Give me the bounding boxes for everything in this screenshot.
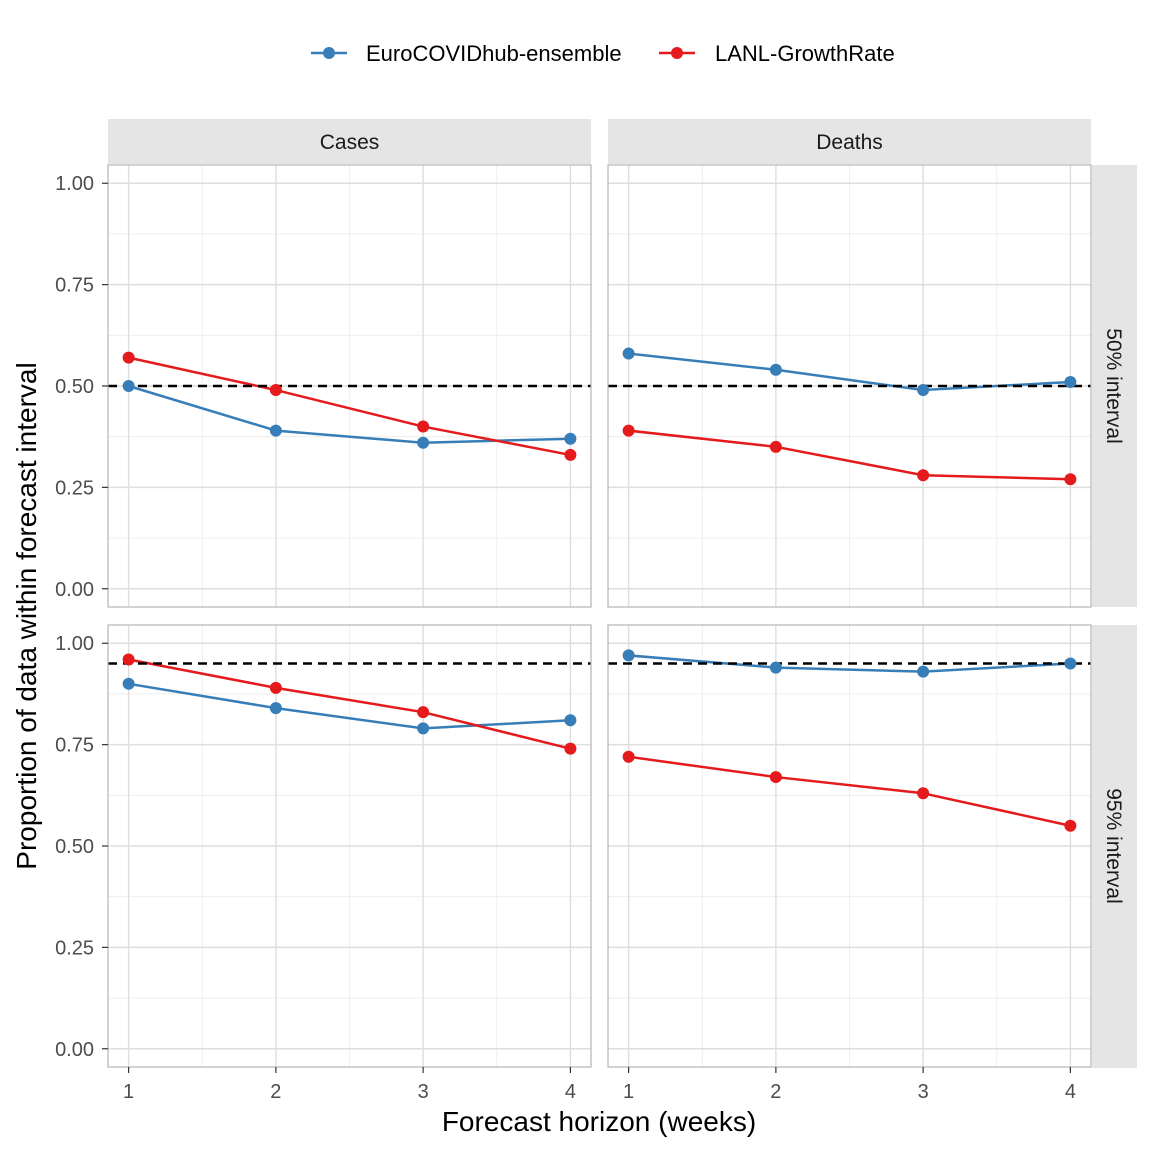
column-strips: Cases Deaths [108, 119, 1091, 164]
x-axis-title: Forecast horizon (weeks) [442, 1106, 756, 1137]
data-point [1064, 657, 1077, 670]
strip-label-95-interval: 95% interval [1102, 788, 1125, 904]
data-point [1064, 819, 1077, 832]
panel-cases-95-interval [107, 624, 592, 1068]
data-point [1064, 375, 1077, 388]
strip-cases [108, 119, 591, 164]
strip-95-interval [1092, 625, 1137, 1068]
y-tick-label: 0.75 [55, 735, 94, 757]
data-point [269, 384, 282, 397]
y-tick-label: 1.00 [55, 173, 94, 195]
series-line [628, 755, 1071, 827]
x-tick-label: 2 [270, 1081, 281, 1103]
data-point [622, 347, 635, 360]
x-tick-label: 3 [418, 1081, 429, 1103]
series-line [628, 352, 1071, 392]
data-point [122, 351, 135, 364]
data-point [122, 380, 135, 392]
series-line [128, 658, 571, 750]
data-point [917, 787, 930, 800]
data-point [564, 432, 577, 445]
axes: 0.00 0.25 0.50 0.75 1.00 0.00 0.25 0.50 0.75 1.00… [55, 173, 1076, 1103]
strip-label-50-interval: 50% interval [1102, 328, 1125, 444]
data-point [769, 440, 782, 453]
data-point [622, 750, 635, 763]
data-point [122, 653, 135, 666]
facet-panels [107, 164, 1092, 1068]
y-tick-label: 0.50 [55, 836, 94, 858]
data-point [417, 436, 430, 449]
legend-key-dot [323, 47, 335, 59]
data-point [917, 384, 930, 397]
data-point [269, 702, 282, 715]
data-point [564, 448, 577, 461]
data-point [269, 424, 282, 437]
data-point [622, 649, 635, 662]
data-point [917, 665, 930, 678]
strip-deaths [608, 119, 1091, 164]
series-line [128, 356, 571, 457]
y-axis-title: Proportion of data within forecast inter… [11, 362, 42, 869]
strip-label-cases: Cases [320, 131, 380, 154]
strip-50-interval [1092, 165, 1137, 607]
data-point [122, 677, 135, 690]
legend-key-dot [671, 47, 683, 59]
data-point [269, 681, 282, 694]
data-point [564, 714, 577, 727]
panel-deaths-50-interval [607, 164, 1092, 608]
data-point [417, 722, 430, 735]
data-point [917, 469, 930, 482]
data-point [769, 771, 782, 784]
legend-label-ensemble: EuroCOVIDhub-ensemble [366, 41, 622, 66]
data-point [417, 706, 430, 719]
legend: EuroCOVIDhub-ensemble LANL-GrowthRate [311, 41, 895, 66]
data-point [769, 661, 782, 674]
y-tick-label: 0.00 [55, 1039, 94, 1061]
y-tick-label: 1.00 [55, 633, 94, 655]
legend-item-ensemble: EuroCOVIDhub-ensemble [311, 41, 622, 66]
panel-border [607, 624, 1092, 1068]
data-point [1064, 473, 1077, 486]
x-tick-label: 4 [565, 1081, 576, 1103]
x-tick-label: 2 [770, 1081, 781, 1103]
y-tick-label: 0.75 [55, 275, 94, 297]
x-tick-label: 1 [123, 1081, 134, 1103]
legend-label-lanl: LANL-GrowthRate [715, 41, 895, 66]
panel-cases-50-interval [107, 164, 592, 608]
legend-item-lanl: LANL-GrowthRate [659, 41, 895, 66]
y-tick-label: 0.25 [55, 937, 94, 959]
row-strips: 50% interval 95% interval [1092, 165, 1137, 1068]
data-point [417, 420, 430, 433]
x-tick-label: 1 [623, 1081, 634, 1103]
data-point [622, 424, 635, 437]
series-line [628, 654, 1071, 673]
y-tick-label: 0.00 [55, 579, 94, 601]
y-tick-label: 0.50 [55, 376, 94, 398]
panel-border [607, 164, 1092, 608]
data-point [769, 363, 782, 376]
series-line [628, 429, 1071, 481]
x-tick-label: 3 [918, 1081, 929, 1103]
panel-deaths-95-interval [607, 624, 1092, 1068]
data-point [564, 742, 577, 755]
strip-label-deaths: Deaths [816, 131, 883, 154]
x-tick-label: 4 [1065, 1081, 1076, 1103]
series-line [128, 682, 571, 730]
y-tick-label: 0.25 [55, 477, 94, 499]
